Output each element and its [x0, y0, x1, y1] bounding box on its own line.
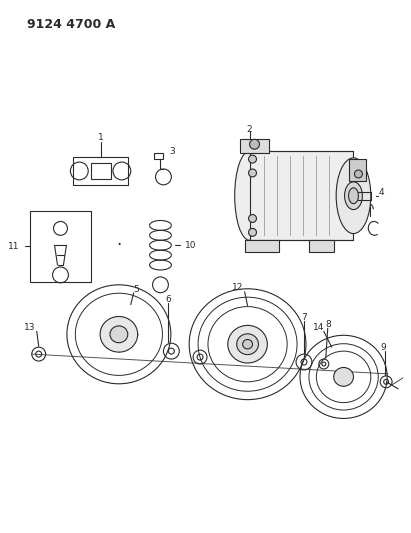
- Text: 2: 2: [247, 125, 252, 134]
- Ellipse shape: [100, 317, 138, 352]
- Text: 14: 14: [313, 323, 325, 332]
- Text: 6: 6: [166, 295, 171, 304]
- Ellipse shape: [349, 188, 358, 204]
- Bar: [240, 139, 269, 153]
- Circle shape: [249, 139, 259, 149]
- Bar: [349, 159, 366, 181]
- Circle shape: [249, 228, 256, 236]
- Bar: [249, 151, 353, 240]
- Ellipse shape: [235, 151, 264, 240]
- Circle shape: [249, 155, 256, 163]
- Ellipse shape: [336, 158, 371, 233]
- Ellipse shape: [228, 326, 268, 363]
- Text: 3: 3: [169, 147, 175, 156]
- Text: 12: 12: [232, 283, 243, 292]
- Text: 5: 5: [133, 285, 139, 294]
- Ellipse shape: [242, 340, 252, 349]
- Bar: [245, 240, 279, 252]
- Bar: [154, 153, 164, 159]
- Bar: [309, 240, 334, 252]
- Text: 4: 4: [378, 188, 384, 197]
- Bar: [30, 211, 91, 282]
- Text: 1: 1: [98, 133, 104, 142]
- Text: 9124 4700 A: 9124 4700 A: [27, 18, 115, 31]
- Bar: [73, 157, 128, 185]
- Circle shape: [249, 169, 256, 177]
- Text: 7: 7: [301, 313, 307, 322]
- Text: 10: 10: [185, 241, 197, 250]
- Bar: [91, 163, 111, 179]
- Text: ·: ·: [116, 236, 122, 254]
- Circle shape: [354, 170, 363, 178]
- Ellipse shape: [344, 182, 363, 209]
- Ellipse shape: [110, 326, 128, 343]
- Ellipse shape: [237, 334, 259, 354]
- Circle shape: [249, 214, 256, 222]
- Ellipse shape: [334, 367, 353, 386]
- Text: 13: 13: [24, 323, 35, 332]
- Text: 9: 9: [380, 343, 386, 352]
- Text: 11: 11: [8, 241, 20, 251]
- Text: 8: 8: [326, 320, 332, 329]
